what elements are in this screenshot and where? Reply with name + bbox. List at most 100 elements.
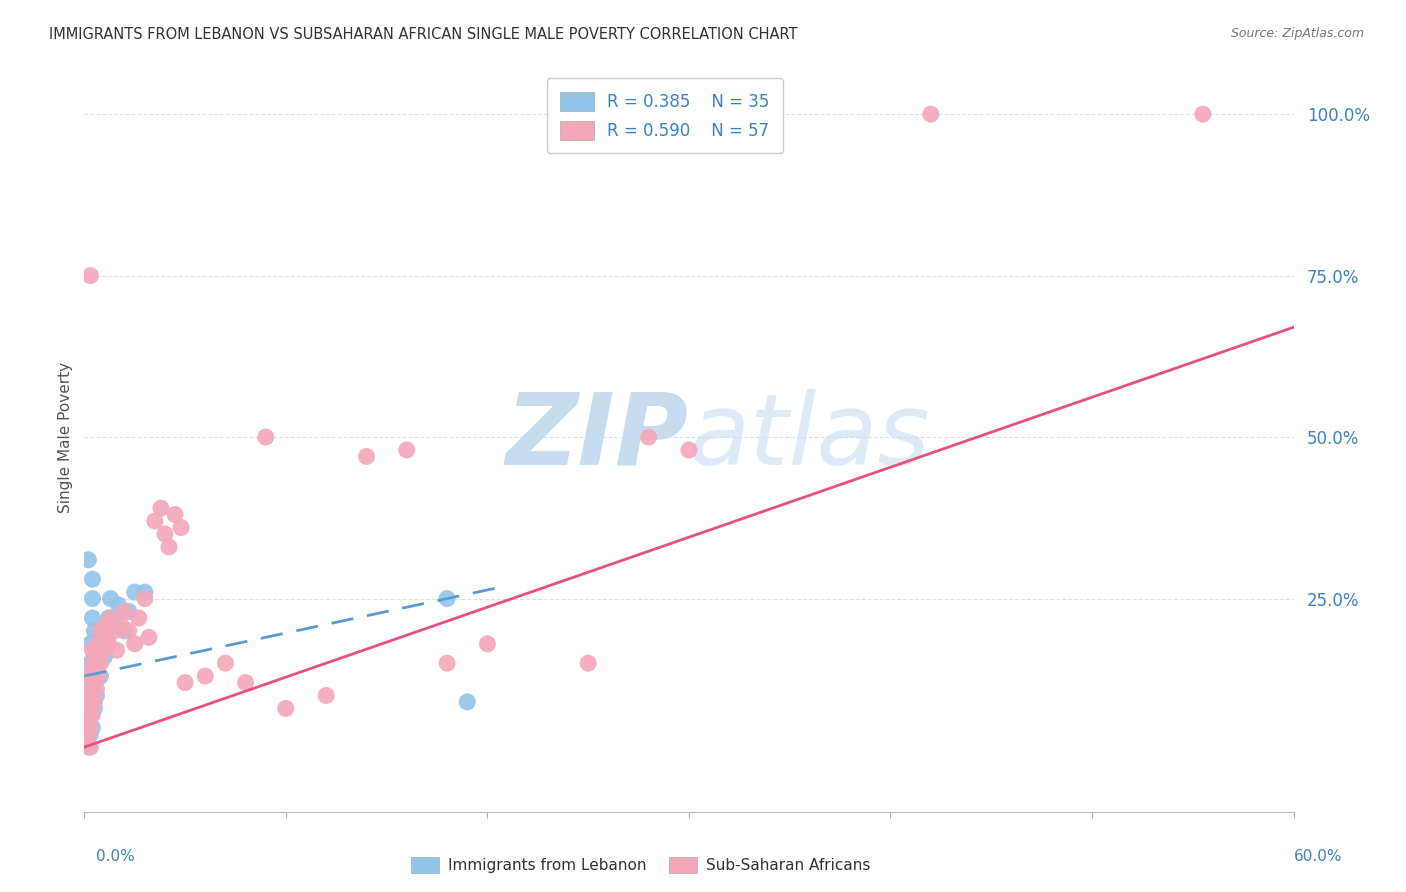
Point <box>118 624 141 638</box>
Point <box>920 107 942 121</box>
Point <box>79 740 101 755</box>
Point <box>83 649 105 664</box>
Point <box>104 617 127 632</box>
Point <box>143 514 166 528</box>
Point <box>1192 107 1215 121</box>
Point <box>93 649 115 664</box>
Point <box>315 689 337 703</box>
Point <box>79 707 101 722</box>
Point <box>576 656 599 670</box>
Point <box>82 643 104 657</box>
Point <box>79 663 101 677</box>
Point <box>194 669 217 683</box>
Point <box>91 624 114 638</box>
Point <box>107 598 129 612</box>
Point <box>82 572 104 586</box>
Point <box>87 637 110 651</box>
Point <box>82 611 104 625</box>
Point <box>75 714 97 729</box>
Point <box>134 585 156 599</box>
Point <box>79 727 101 741</box>
Point <box>100 611 122 625</box>
Point <box>79 689 101 703</box>
Point <box>82 721 104 735</box>
Point <box>86 681 108 696</box>
Point <box>77 740 100 755</box>
Point <box>89 669 111 683</box>
Text: 60.0%: 60.0% <box>1295 849 1343 863</box>
Point <box>456 695 478 709</box>
Point <box>100 591 122 606</box>
Point <box>124 585 146 599</box>
Point <box>83 701 105 715</box>
Point <box>77 689 100 703</box>
Point <box>153 527 176 541</box>
Point <box>86 656 108 670</box>
Point <box>75 721 97 735</box>
Point <box>79 656 101 670</box>
Point <box>165 508 187 522</box>
Point <box>395 442 418 457</box>
Point <box>134 591 156 606</box>
Point <box>114 624 136 638</box>
Point <box>637 430 659 444</box>
Point <box>97 611 120 625</box>
Point <box>87 669 110 683</box>
Point <box>110 617 132 632</box>
Point <box>86 689 108 703</box>
Point <box>477 637 499 651</box>
Point <box>96 630 118 644</box>
Text: IMMIGRANTS FROM LEBANON VS SUBSAHARAN AFRICAN SINGLE MALE POVERTY CORRELATION CH: IMMIGRANTS FROM LEBANON VS SUBSAHARAN AF… <box>49 27 797 42</box>
Legend: Immigrants from Lebanon, Sub-Saharan Africans: Immigrants from Lebanon, Sub-Saharan Afr… <box>405 851 876 879</box>
Point <box>79 637 101 651</box>
Text: Source: ZipAtlas.com: Source: ZipAtlas.com <box>1230 27 1364 40</box>
Point <box>149 501 172 516</box>
Point <box>114 605 136 619</box>
Point <box>86 656 108 670</box>
Point <box>82 591 104 606</box>
Point <box>174 675 197 690</box>
Point <box>105 643 128 657</box>
Point <box>77 727 100 741</box>
Point <box>89 624 111 638</box>
Point <box>77 675 100 690</box>
Point <box>93 630 115 644</box>
Text: 0.0%: 0.0% <box>96 849 135 863</box>
Point <box>436 656 458 670</box>
Point <box>83 624 105 638</box>
Point <box>96 617 118 632</box>
Point <box>87 637 110 651</box>
Point <box>138 630 160 644</box>
Point <box>128 611 150 625</box>
Point <box>82 669 104 683</box>
Point <box>104 624 127 638</box>
Point <box>274 701 297 715</box>
Text: ZIP: ZIP <box>506 389 689 485</box>
Text: atlas: atlas <box>689 389 931 485</box>
Point <box>79 721 101 735</box>
Point <box>170 520 193 534</box>
Point <box>89 656 111 670</box>
Point <box>678 442 700 457</box>
Point <box>83 675 105 690</box>
Point <box>75 733 97 747</box>
Point <box>77 675 100 690</box>
Point <box>157 540 180 554</box>
Point <box>77 701 100 715</box>
Point <box>214 656 236 670</box>
Point <box>118 605 141 619</box>
Point <box>436 591 458 606</box>
Point <box>79 268 101 283</box>
Point <box>235 675 257 690</box>
Point <box>83 695 105 709</box>
Point <box>97 637 120 651</box>
Point <box>91 643 114 657</box>
Point <box>77 553 100 567</box>
Point <box>75 733 97 747</box>
Point <box>254 430 277 444</box>
Point <box>82 707 104 722</box>
Point <box>124 637 146 651</box>
Point <box>356 450 378 464</box>
Point <box>77 701 100 715</box>
Y-axis label: Single Male Poverty: Single Male Poverty <box>58 361 73 513</box>
